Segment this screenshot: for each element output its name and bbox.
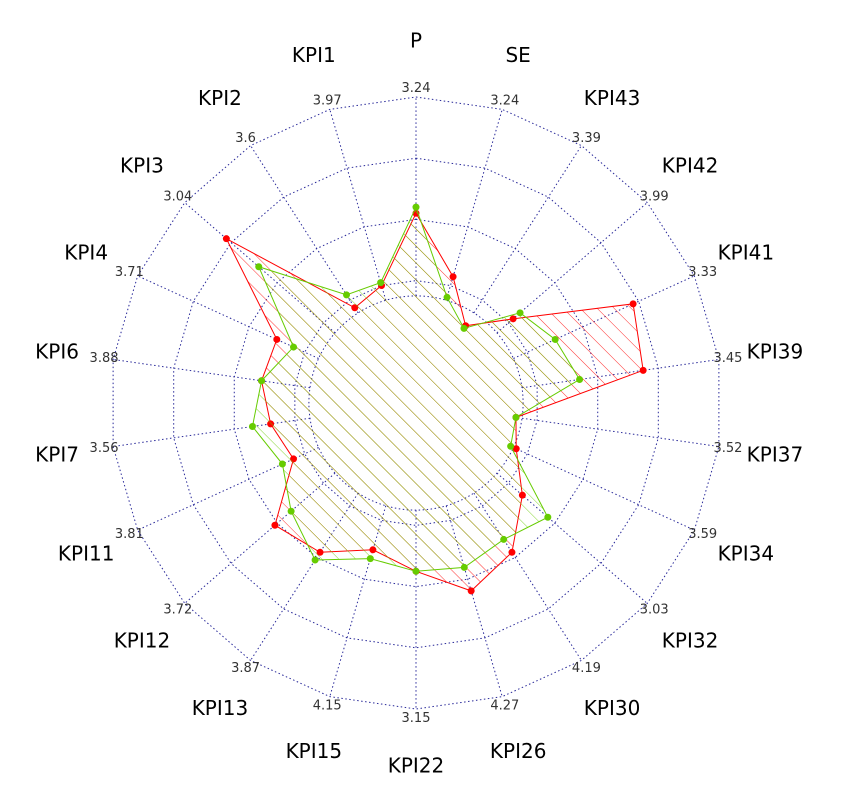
data-point	[412, 567, 420, 575]
tick-label: 3.24	[402, 81, 431, 96]
data-point	[629, 300, 637, 308]
axis-labels: P SE KPI43 KPI42 KPI41 KPI39 KPI37 KPI34 KPI32 KP…	[35, 28, 803, 777]
data-point	[512, 413, 520, 421]
axis-label: KPI22	[388, 754, 445, 778]
axis-label: KPI7	[35, 443, 79, 467]
tick-label: 4.15	[313, 698, 342, 713]
data-point	[366, 555, 374, 563]
data-point	[443, 293, 451, 301]
axis-label: KPI11	[58, 542, 115, 566]
data-point	[273, 335, 281, 343]
tick-label: 3.24	[490, 94, 519, 109]
tick-label: 3.15	[402, 711, 431, 726]
axis-label: KPI12	[114, 628, 171, 652]
axis-label: KPI1	[292, 43, 336, 67]
tick-label: 3.71	[115, 265, 144, 280]
axis-label: KPI26	[490, 739, 547, 763]
data-point	[508, 548, 516, 556]
tick-label: 3.56	[90, 441, 119, 456]
axis-label: P	[410, 28, 422, 52]
data-point	[507, 442, 515, 450]
axis-spoke	[445, 109, 503, 301]
axis-label: KPI43	[584, 86, 641, 110]
tick-label: 3.04	[163, 190, 192, 205]
tick-label: 4.27	[490, 698, 519, 713]
axis-label: KPI3	[120, 154, 164, 178]
data-point	[258, 377, 266, 385]
data-point	[255, 263, 263, 271]
axis-label: KPI32	[662, 628, 719, 652]
data-point	[460, 324, 468, 332]
axis-label: SE	[505, 43, 530, 67]
data-point	[576, 375, 584, 383]
grid-ring	[112, 96, 720, 710]
axis-spoke	[250, 145, 359, 314]
axis-label: KPI13	[192, 696, 249, 720]
axis-label: KPI15	[286, 739, 343, 763]
axis-spoke	[473, 145, 582, 314]
tick-label: 3.87	[231, 661, 260, 676]
axis-label: KPI6	[35, 339, 79, 363]
axis-label: KPI34	[718, 542, 775, 566]
grid-ring	[173, 157, 659, 649]
tick-label: 3.52	[713, 441, 742, 456]
axis-spoke	[521, 417, 719, 448]
data-point	[287, 507, 295, 515]
axis-spoke	[329, 109, 387, 301]
tick-label: 3.72	[163, 602, 192, 617]
data-point	[248, 423, 256, 431]
data-point	[460, 563, 468, 571]
axis-label: KPI41	[718, 240, 775, 264]
axis-label: KPI4	[64, 240, 108, 264]
data-point	[449, 273, 457, 281]
tick-label: 3.97	[313, 94, 342, 109]
axis-label: KPI42	[662, 154, 719, 178]
tick-label: 3.39	[572, 131, 601, 146]
tick-label: 3.59	[688, 527, 717, 542]
data-point	[271, 521, 279, 529]
tick-label: 3.6	[235, 131, 256, 146]
tick-label: 3.99	[640, 190, 669, 205]
data-point	[377, 279, 385, 287]
data-point	[639, 366, 647, 374]
data-point	[500, 535, 508, 543]
data-point	[311, 556, 319, 564]
axis-spoke	[513, 447, 695, 531]
axis-label: KPI2	[198, 86, 242, 110]
tick-label: 3.03	[640, 602, 669, 617]
axis-label: KPI30	[584, 696, 641, 720]
tick-label: 4.19	[572, 661, 601, 676]
tick-label: 3.88	[90, 351, 119, 366]
data-point	[544, 513, 552, 521]
data-point	[551, 335, 559, 343]
data-point	[343, 291, 351, 299]
tick-label: 3.45	[713, 351, 742, 366]
series-1	[248, 203, 584, 575]
data-point	[222, 235, 230, 243]
data-point	[290, 343, 298, 351]
tick-label: 3.81	[115, 527, 144, 542]
data-point	[278, 460, 286, 468]
data-point	[512, 445, 520, 453]
data-point	[412, 203, 420, 211]
data-point	[467, 587, 475, 595]
axis-label: KPI37	[747, 443, 804, 467]
tick-labels: 3.24 3.24 3.39 3.99 3.33 3.45 3.52 3.59 3.03 4.19…	[90, 81, 743, 726]
tick-label: 3.33	[688, 265, 717, 280]
data-point	[516, 309, 524, 317]
axis-label: KPI39	[747, 339, 804, 363]
